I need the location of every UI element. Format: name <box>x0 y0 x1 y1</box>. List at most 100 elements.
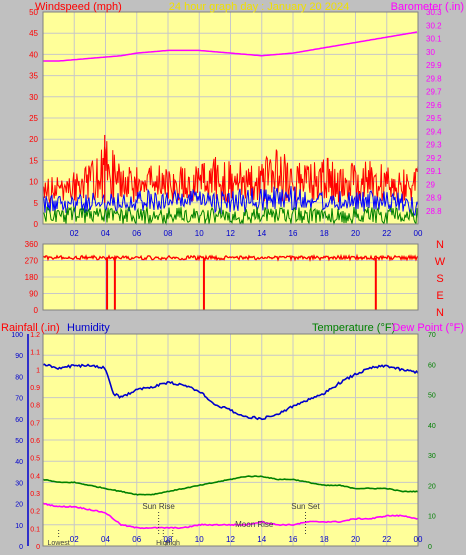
direction-series <box>42 253 419 310</box>
barometer-tick-label: 29.8 <box>426 74 442 83</box>
x-tick-label: 16 <box>289 229 298 238</box>
direction-tick-label: 270 <box>25 257 39 266</box>
temperature-line <box>42 475 419 496</box>
event-label: High <box>156 540 171 547</box>
x-tick-label: 12 <box>226 229 235 238</box>
temperature-tick-label: 60 <box>428 362 436 369</box>
humidity-temp-series <box>42 363 419 530</box>
humidity-tick-label: 10 <box>15 523 23 530</box>
chart-title: 24 hour graph day : January 20 2024 <box>169 1 349 13</box>
compass-label: N <box>436 239 444 251</box>
temperature-tick-label: 20 <box>428 483 436 490</box>
temperature-tick-label: 0 <box>428 544 432 551</box>
rainfall-tick-label: 0.2 <box>30 509 40 516</box>
event-label: Lowest <box>48 540 70 547</box>
rainfall-tick-label: 0.7 <box>30 420 40 427</box>
x-tick-label: 14 <box>257 229 266 238</box>
temperature-axis-label: Temperature (°F) <box>312 322 395 334</box>
barometer-tick-label: 29.1 <box>426 167 442 176</box>
barometer-tick-label: 29.5 <box>426 114 442 123</box>
wind-tick-label: 45 <box>29 29 38 38</box>
barometer-tick-label: 29.6 <box>426 101 442 110</box>
humidity-line <box>42 363 419 421</box>
x-tick-label: 02 <box>70 229 79 238</box>
windspeed-axis-label: Windspeed (mph) <box>35 1 122 13</box>
x-tick-label: 20 <box>351 229 360 238</box>
wind-tick-label: 40 <box>29 50 38 59</box>
x-tick-label: 14 <box>257 535 266 544</box>
wind-axes: 0 5 10 15 20 25 30 35 40 45 50 28.8 28.9 29 29.1 29.2 29… <box>29 8 442 238</box>
x-tick-label: 18 <box>320 535 329 544</box>
barometer-tick-label: 29.3 <box>426 141 442 150</box>
barometer-tick-label: 30.2 <box>426 21 442 30</box>
barometer-series <box>43 31 418 62</box>
wind-tick-label: 5 <box>34 199 39 208</box>
temperature-tick-label: 50 <box>428 393 436 400</box>
x-tick-label: 06 <box>132 535 141 544</box>
x-tick-label: 16 <box>289 535 298 544</box>
wind-tick-label: 25 <box>29 114 38 123</box>
event-label: High <box>165 540 180 547</box>
barometer-tick-label: 29 <box>426 180 435 189</box>
wind-tick-label: 35 <box>29 72 38 81</box>
rainfall-tick-label: 0.4 <box>30 473 40 480</box>
rainfall-tick-label: 1.1 <box>30 350 40 357</box>
humidity-tick-label: 40 <box>15 459 23 466</box>
x-tick-label: 02 <box>70 535 79 544</box>
x-tick-label: 22 <box>382 535 391 544</box>
rainfall-axis-label: Rainfall (.in) <box>1 322 60 334</box>
rainfall-tick-label: 0.8 <box>30 403 40 410</box>
x-tick-label: 12 <box>226 535 235 544</box>
humidity-tick-label: 60 <box>15 417 23 424</box>
x-tick-label: 10 <box>195 535 204 544</box>
humidity-plot-border <box>42 333 419 547</box>
wind-series <box>42 134 419 226</box>
rainfall-tick-label: 0.6 <box>30 438 40 445</box>
barometer-tick-label: 30 <box>426 48 435 57</box>
windspeed-trace <box>42 141 419 204</box>
x-tick-label: 20 <box>351 535 360 544</box>
temperature-tick-label: 30 <box>428 453 436 460</box>
barometer-tick-label: 28.9 <box>426 194 442 203</box>
event-label: Sun Rise <box>142 502 175 511</box>
humidity-tick-label: 0 <box>19 544 23 551</box>
barometer-tick-label: 29.2 <box>426 154 442 163</box>
humidity-tick-label: 30 <box>15 480 23 487</box>
x-tick-label: 22 <box>382 229 391 238</box>
rainfall-tick-label: 1 <box>36 367 40 374</box>
dewpoint-axis-label: Dew Point (°F) <box>392 322 464 334</box>
rainfall-tick-label: 0.1 <box>30 526 40 533</box>
barometer-tick-label: 29.7 <box>426 88 442 97</box>
compass-label: N <box>436 307 444 319</box>
barometer-line <box>43 31 418 62</box>
humidity-tick-label: 50 <box>15 438 23 445</box>
temperature-tick-label: 10 <box>428 514 436 521</box>
rainfall-tick-label: 0.9 <box>30 385 40 392</box>
wind-tick-label: 0 <box>34 220 39 229</box>
x-tick-label: 06 <box>132 229 141 238</box>
wind-tick-label: 50 <box>29 8 38 17</box>
barometer-tick-label: 30.3 <box>426 8 442 17</box>
barometer-tick-label: 28.8 <box>426 207 442 216</box>
humidity-tick-label: 20 <box>15 502 23 509</box>
event-label: Sun Set <box>291 502 320 511</box>
barometer-tick-label: 29.4 <box>426 127 442 136</box>
temperature-tick-label: 70 <box>428 332 436 339</box>
wind-tick-label: 30 <box>29 93 38 102</box>
humidity-axis-label: Humidity <box>67 322 110 334</box>
rainfall-tick-label: 1.2 <box>30 332 40 339</box>
rainfall-tick-label: 0.3 <box>30 491 40 498</box>
temperature-tick-label: 40 <box>428 423 436 430</box>
barometer-tick-label: 29.9 <box>426 61 442 70</box>
wind-tick-label: 10 <box>29 178 38 187</box>
wind-tick-label: 15 <box>29 156 38 165</box>
x-tick-label: 10 <box>195 229 204 238</box>
direction-tick-label: 0 <box>34 306 39 315</box>
direction-trace <box>42 253 419 262</box>
x-tick-label: 04 <box>101 229 110 238</box>
humidity-tick-label: 90 <box>15 353 23 360</box>
humidity-tick-label: 100 <box>11 332 23 339</box>
